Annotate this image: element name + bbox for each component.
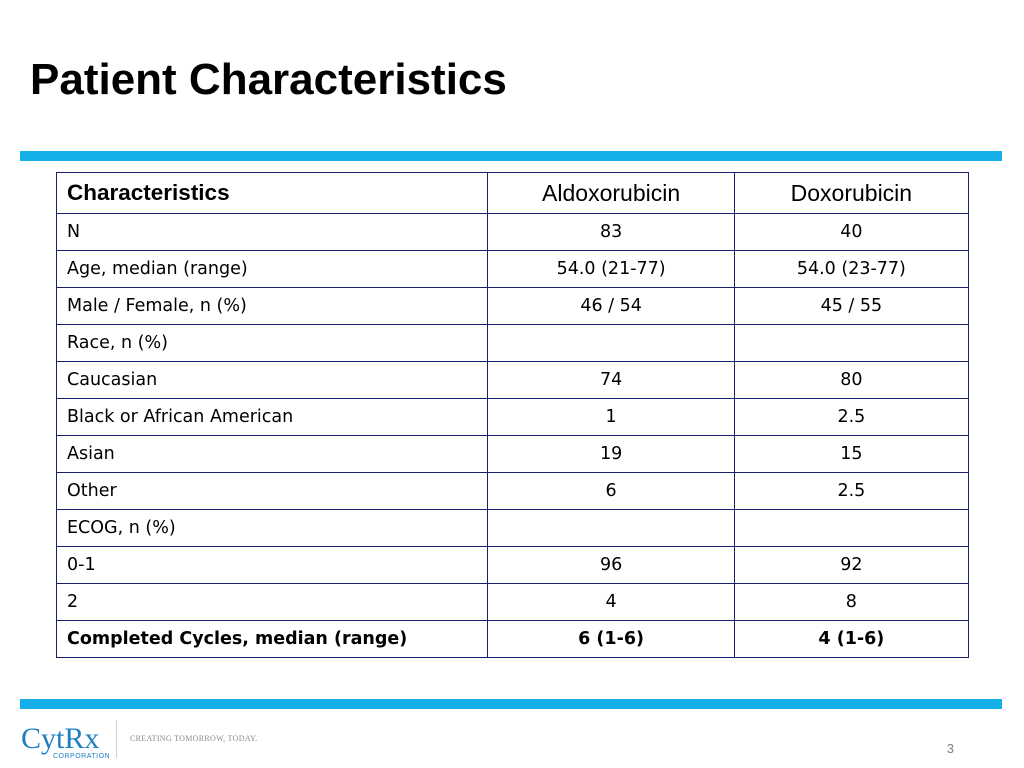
aldoxorubicin-value: 96 (487, 546, 735, 584)
aldoxorubicin-value: 19 (487, 435, 735, 473)
logo-divider (116, 720, 117, 758)
cytrx-logo: CytRx CORPORATION (21, 722, 110, 760)
row-label: Completed Cycles, median (range) (55, 620, 489, 658)
table-row: Asian 19 15 (55, 435, 970, 473)
slide-title: Patient Characteristics (30, 55, 507, 104)
aldoxorubicin-value: 74 (487, 361, 735, 399)
row-label: Asian (55, 435, 489, 473)
header-doxorubicin: Doxorubicin (733, 172, 970, 214)
row-label: Race, n (%) (55, 324, 489, 362)
row-label: Black or African American (55, 398, 489, 436)
table-row: 0-1 96 92 (55, 546, 970, 584)
row-label: 2 (55, 583, 489, 621)
row-label: 0-1 (55, 546, 489, 584)
table-header-row: Characteristics Aldoxorubicin Doxorubici… (55, 172, 970, 214)
aldoxorubicin-value (487, 324, 735, 362)
table-row: Caucasian 74 80 (55, 361, 970, 399)
table-row: Black or African American 1 2.5 (55, 398, 970, 436)
aldoxorubicin-value: 54.0 (21-77) (487, 250, 735, 288)
table-body: N 83 40 Age, median (range) 54.0 (21-77) 54.0… (55, 213, 970, 658)
doxorubicin-value (733, 324, 970, 362)
page-number: 3 (946, 741, 954, 756)
doxorubicin-value: 15 (733, 435, 970, 473)
doxorubicin-value: 2.5 (733, 398, 970, 436)
row-label: Male / Female, n (%) (55, 287, 489, 325)
doxorubicin-value: 8 (733, 583, 970, 621)
row-label: Age, median (range) (55, 250, 489, 288)
aldoxorubicin-value: 6 (1-6) (487, 620, 735, 658)
aldoxorubicin-value: 4 (487, 583, 735, 621)
row-label: Caucasian (55, 361, 489, 399)
doxorubicin-value (733, 509, 970, 547)
doxorubicin-value: 54.0 (23-77) (733, 250, 970, 288)
aldoxorubicin-value: 83 (487, 213, 735, 251)
row-label: ECOG, n (%) (55, 509, 489, 547)
header-aldoxorubicin: Aldoxorubicin (487, 172, 735, 214)
row-label: N (55, 213, 489, 251)
table-row: ECOG, n (%) (55, 509, 970, 547)
row-label: Other (55, 472, 489, 510)
table-row: Other 6 2.5 (55, 472, 970, 510)
aldoxorubicin-value (487, 509, 735, 547)
patient-characteristics-table: Characteristics Aldoxorubicin Doxorubici… (55, 172, 970, 658)
doxorubicin-value: 92 (733, 546, 970, 584)
doxorubicin-value: 40 (733, 213, 970, 251)
doxorubicin-value: 2.5 (733, 472, 970, 510)
table-row: N 83 40 (55, 213, 970, 251)
top-accent-rule (20, 151, 1002, 161)
doxorubicin-value: 45 / 55 (733, 287, 970, 325)
bottom-accent-rule (20, 699, 1002, 709)
footer-tagline: CREATING TOMORROW, TODAY. (130, 734, 258, 743)
aldoxorubicin-value: 1 (487, 398, 735, 436)
table-row: Completed Cycles, median (range) 6 (1-6) 4… (55, 620, 970, 658)
logo-subtext: CORPORATION (53, 753, 110, 760)
table-row: Male / Female, n (%) 46 / 54 45 / 55 (55, 287, 970, 325)
aldoxorubicin-value: 46 / 54 (487, 287, 735, 325)
aldoxorubicin-value: 6 (487, 472, 735, 510)
table-row: Age, median (range) 54.0 (21-77) 54.0 (23-… (55, 250, 970, 288)
table-row: Race, n (%) (55, 324, 970, 362)
doxorubicin-value: 4 (1-6) (733, 620, 970, 658)
doxorubicin-value: 80 (733, 361, 970, 399)
header-characteristics: Characteristics (55, 172, 489, 214)
logo-wordmark: CytRx (21, 722, 99, 755)
